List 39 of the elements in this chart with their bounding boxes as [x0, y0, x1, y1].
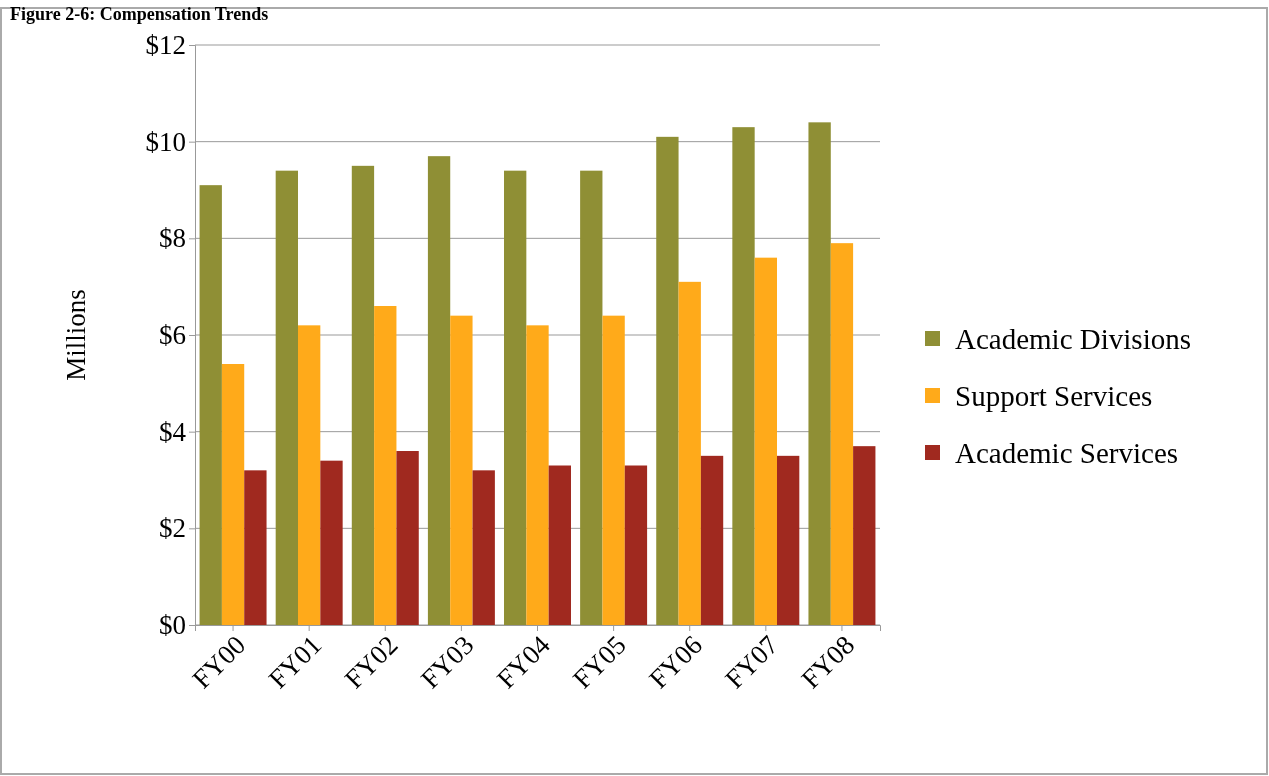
y-tick-label: $10 [145, 126, 186, 157]
legend-label: Support Services [955, 380, 1153, 412]
y-tick-label: $6 [159, 320, 186, 351]
y-axis-title: Millions [61, 289, 91, 381]
bar [678, 281, 701, 625]
chart-title: Figure 2-6: Compensation Trends [10, 4, 269, 24]
y-tick-label: $0 [159, 610, 186, 641]
bar [777, 455, 800, 625]
bar [427, 156, 451, 625]
y-tick-label: $2 [159, 513, 186, 544]
bar [199, 185, 222, 625]
bar [548, 465, 571, 625]
bar [624, 465, 648, 625]
y-tick-label: $8 [159, 223, 186, 254]
bar [754, 257, 777, 625]
bar [275, 170, 298, 625]
bar [732, 127, 755, 625]
bar [374, 306, 397, 625]
legend-label: Academic Divisions [955, 323, 1191, 355]
bar [808, 122, 831, 625]
bar [526, 325, 549, 625]
bar [656, 136, 679, 625]
bar [700, 455, 724, 625]
bar [853, 446, 876, 625]
bar [830, 243, 854, 625]
bar [298, 325, 321, 625]
bar [504, 170, 527, 625]
bar [602, 315, 625, 625]
bar [396, 451, 419, 625]
bar [472, 470, 495, 625]
bar [244, 470, 267, 625]
bar [580, 170, 603, 625]
y-tick-label: $12 [145, 30, 186, 61]
bar [320, 460, 343, 625]
bar [351, 165, 375, 625]
legend-label: Academic Services [955, 437, 1179, 469]
bar [221, 364, 245, 625]
y-tick-label: $4 [159, 416, 187, 447]
bar [450, 315, 473, 625]
